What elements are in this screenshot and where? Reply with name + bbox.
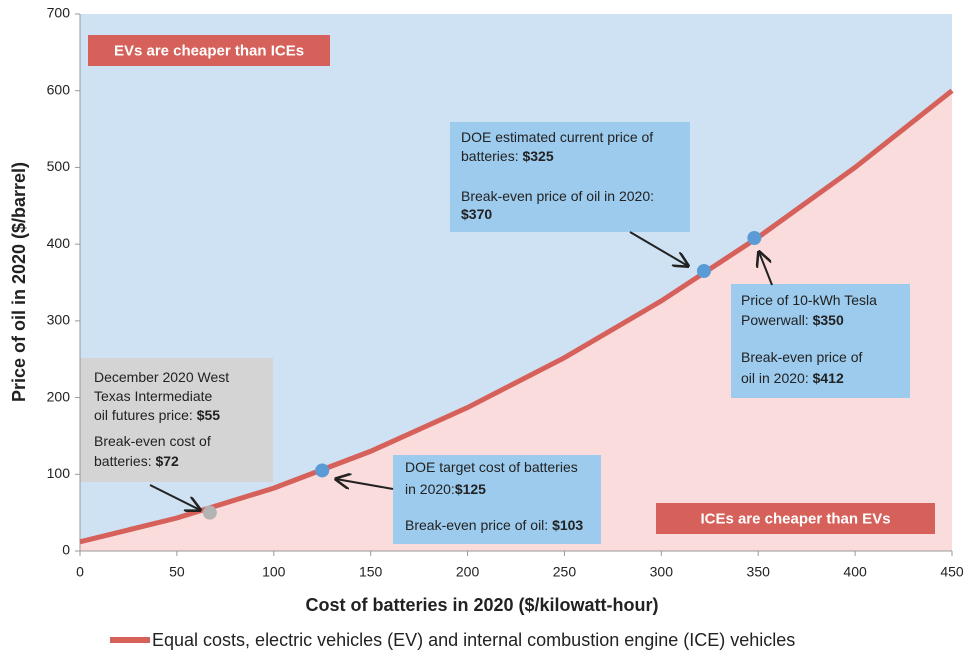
annotation-line: Texas Intermediate	[94, 388, 212, 404]
arrows	[149, 231, 773, 510]
annotation-value: $55	[197, 407, 221, 423]
y-tick-label: 400	[47, 235, 71, 251]
annotation-text: Break-even cost of	[94, 433, 211, 449]
y-tick-label: 600	[47, 81, 71, 97]
arrow	[336, 479, 394, 490]
region-label-box	[88, 35, 330, 66]
y-tick-label: 700	[47, 5, 71, 21]
x-axis-label: Cost of batteries in 2020 ($/kilowatt-ho…	[305, 595, 658, 615]
annotation-line: batteries: $325	[461, 148, 554, 164]
annotation-text: December 2020 West	[94, 369, 229, 385]
annotation-text: Texas Intermediate	[94, 388, 212, 404]
y-tick-label: 200	[47, 388, 71, 404]
x-tick-label: 450	[940, 564, 964, 580]
annotation-line: Powerwall: $350	[741, 312, 844, 328]
annotation-text: DOE target cost of batteries	[405, 459, 578, 475]
y-axis-label: Price of oil in 2020 ($/barrel)	[9, 162, 29, 402]
annotation-text: oil in 2020:	[741, 370, 813, 386]
areas	[80, 14, 952, 551]
region-label: EVs are cheaper than ICEs	[114, 42, 304, 59]
y-tick-label: 100	[47, 465, 71, 481]
annotation-line: Break-even cost of	[94, 433, 211, 449]
x-tick-label: 250	[553, 564, 577, 580]
annotation-text: oil futures price:	[94, 407, 197, 423]
x-tick-label: 150	[359, 564, 383, 580]
point	[696, 263, 711, 278]
point	[747, 231, 762, 246]
annotation-line: batteries: $72	[94, 453, 179, 469]
annotation-value: $350	[813, 312, 844, 328]
annotation-line: oil in 2020: $412	[741, 370, 844, 386]
annotation-text: batteries:	[94, 453, 155, 469]
annotation-line: in 2020:$125	[405, 481, 486, 497]
x-tick-label: 300	[650, 564, 674, 580]
annotation-line: December 2020 West	[94, 369, 229, 385]
annotation-value: $412	[813, 370, 844, 386]
annotation-text: in 2020:	[405, 481, 455, 497]
annotation-text: Break-even price of	[741, 349, 863, 365]
x-tick-label: 400	[843, 564, 867, 580]
annotations: December 2020 West Texas Intermediate oil …	[80, 122, 910, 544]
annotation-text: DOE estimated current price of	[461, 129, 653, 145]
legend-label: Equal costs, electric vehicles (EV) and …	[152, 630, 795, 650]
x-tick-label: 200	[456, 564, 480, 580]
arrow	[149, 484, 200, 510]
annotation-line: Break-even price of oil: $103	[405, 517, 583, 533]
annotation-text: batteries:	[461, 148, 522, 164]
plot: 0 100 200 300 400 500 600 700 0 50 100 150 200 250 300…	[47, 5, 964, 650]
x-tick-label: 50	[169, 564, 185, 580]
arrow	[629, 231, 688, 266]
arrow	[759, 252, 773, 286]
point	[315, 463, 330, 478]
annotation-line: $370	[461, 206, 492, 222]
annotation-box	[393, 455, 601, 544]
curve	[79, 88, 954, 545]
y-tick-label: 500	[47, 158, 71, 174]
annotation-box	[80, 358, 273, 482]
ice-region	[80, 90, 952, 551]
point	[202, 505, 217, 520]
annotation-line: oil futures price: $55	[94, 407, 220, 423]
annotation-value: $125	[455, 481, 486, 497]
y-tick-label: 300	[47, 312, 71, 328]
annotation-value: $370	[461, 206, 492, 222]
annotation-line: Break-even price of oil in 2020:	[461, 188, 654, 204]
annotation-value: $72	[155, 453, 179, 469]
annotation-text: Break-even price of oil in 2020:	[461, 188, 654, 204]
y-tick-label: 0	[62, 542, 70, 558]
x-tick-label: 0	[76, 564, 84, 580]
annotation-box	[450, 122, 690, 232]
annotation-line: Break-even price of	[741, 349, 863, 365]
annotation-text: Break-even price of oil:	[405, 517, 552, 533]
annotation-box	[731, 284, 910, 398]
ev-region	[80, 14, 952, 542]
annotation-line: DOE estimated current price of	[461, 129, 653, 145]
annotation-text: Price of 10-kWh Tesla	[741, 292, 877, 308]
annotation-line: DOE target cost of batteries	[405, 459, 578, 475]
annotation-value: $103	[552, 517, 583, 533]
annotation-line: Price of 10-kWh Tesla	[741, 292, 877, 308]
region-label-box	[656, 503, 935, 534]
annotation-text: Powerwall:	[741, 312, 813, 328]
x-tick-label: 100	[262, 564, 286, 580]
annotation-value: $325	[522, 148, 553, 164]
x-tick-label: 350	[747, 564, 771, 580]
region-label: ICEs are cheaper than EVs	[700, 510, 890, 527]
